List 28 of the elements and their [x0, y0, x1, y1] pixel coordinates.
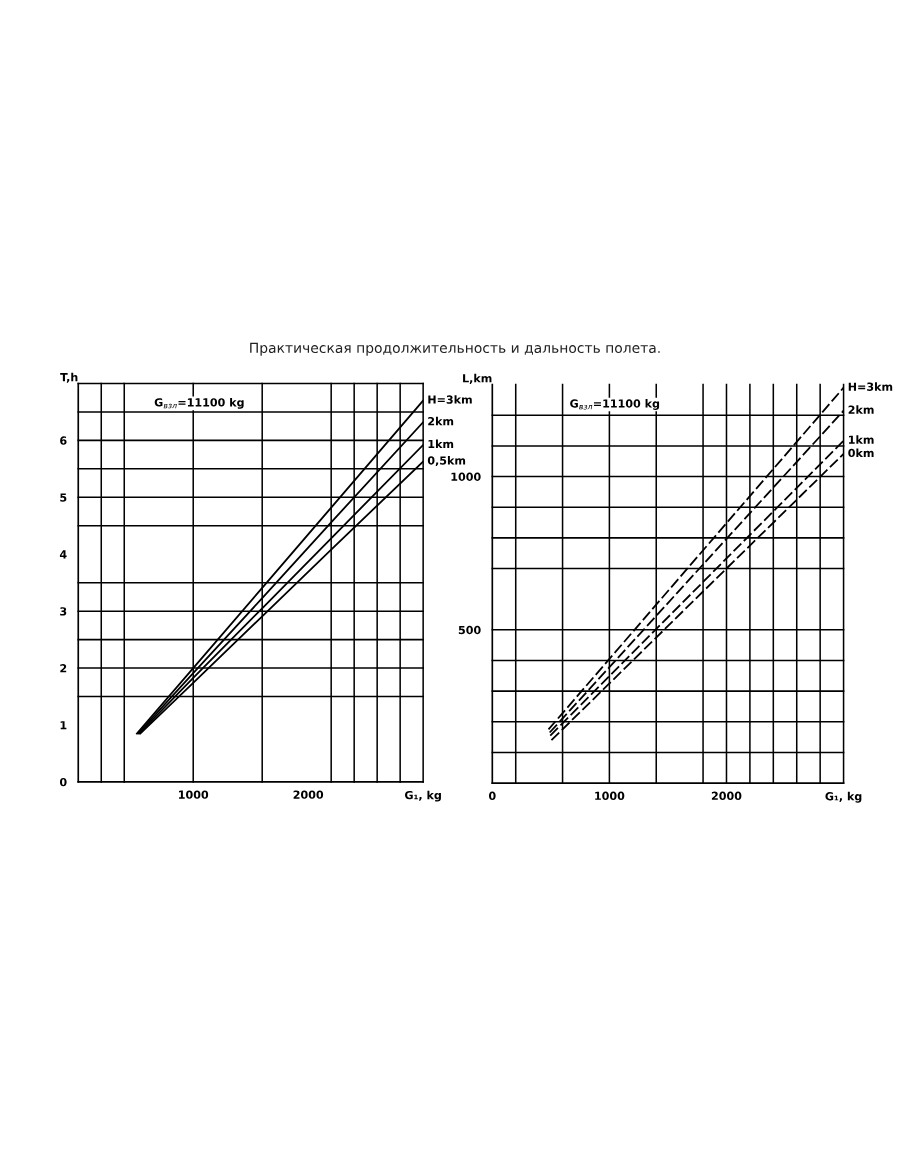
series-label: 0,5km [427, 456, 466, 467]
x-tick-label: 1000 [179, 790, 209, 799]
text: Практическая продолжительность и дальность полета. [250, 342, 660, 356]
y-tick-label: 3 [60, 607, 67, 616]
y-axis-title: L,km [463, 373, 492, 384]
annotation: G$_{взл}$=11100 kg [570, 399, 660, 410]
y-tick-label: 6 [60, 436, 67, 445]
y-tick-label: 500 [458, 625, 481, 635]
x-tick-label: 2000 [711, 791, 742, 801]
x-axis-title: G₁, kg [405, 790, 441, 802]
annotation: G$_{взл}$=11100 kg [154, 397, 244, 409]
series-label: 2km [428, 416, 454, 426]
x-tick-label: 2000 [293, 790, 324, 799]
series-label: 1km [848, 435, 874, 444]
y-tick-label: 2 [60, 664, 67, 673]
y-tick-label: 5 [60, 493, 67, 502]
series-label: 1km [428, 439, 454, 448]
y-tick-label: 4 [59, 550, 67, 559]
y-tick-label: 1 [60, 721, 67, 730]
x-tick-label: 1000 [595, 791, 625, 801]
y-axis-title: T,h [60, 372, 78, 383]
x-tick-label: 0 [488, 791, 496, 801]
x-axis-title: G₁, kg [825, 791, 862, 803]
y-tick-label: 0 [59, 777, 67, 787]
series-label: 2km [848, 405, 874, 414]
series-label: 0km [848, 448, 874, 458]
series-label: H=3km [848, 382, 893, 391]
series-label: H=3km [428, 395, 472, 404]
